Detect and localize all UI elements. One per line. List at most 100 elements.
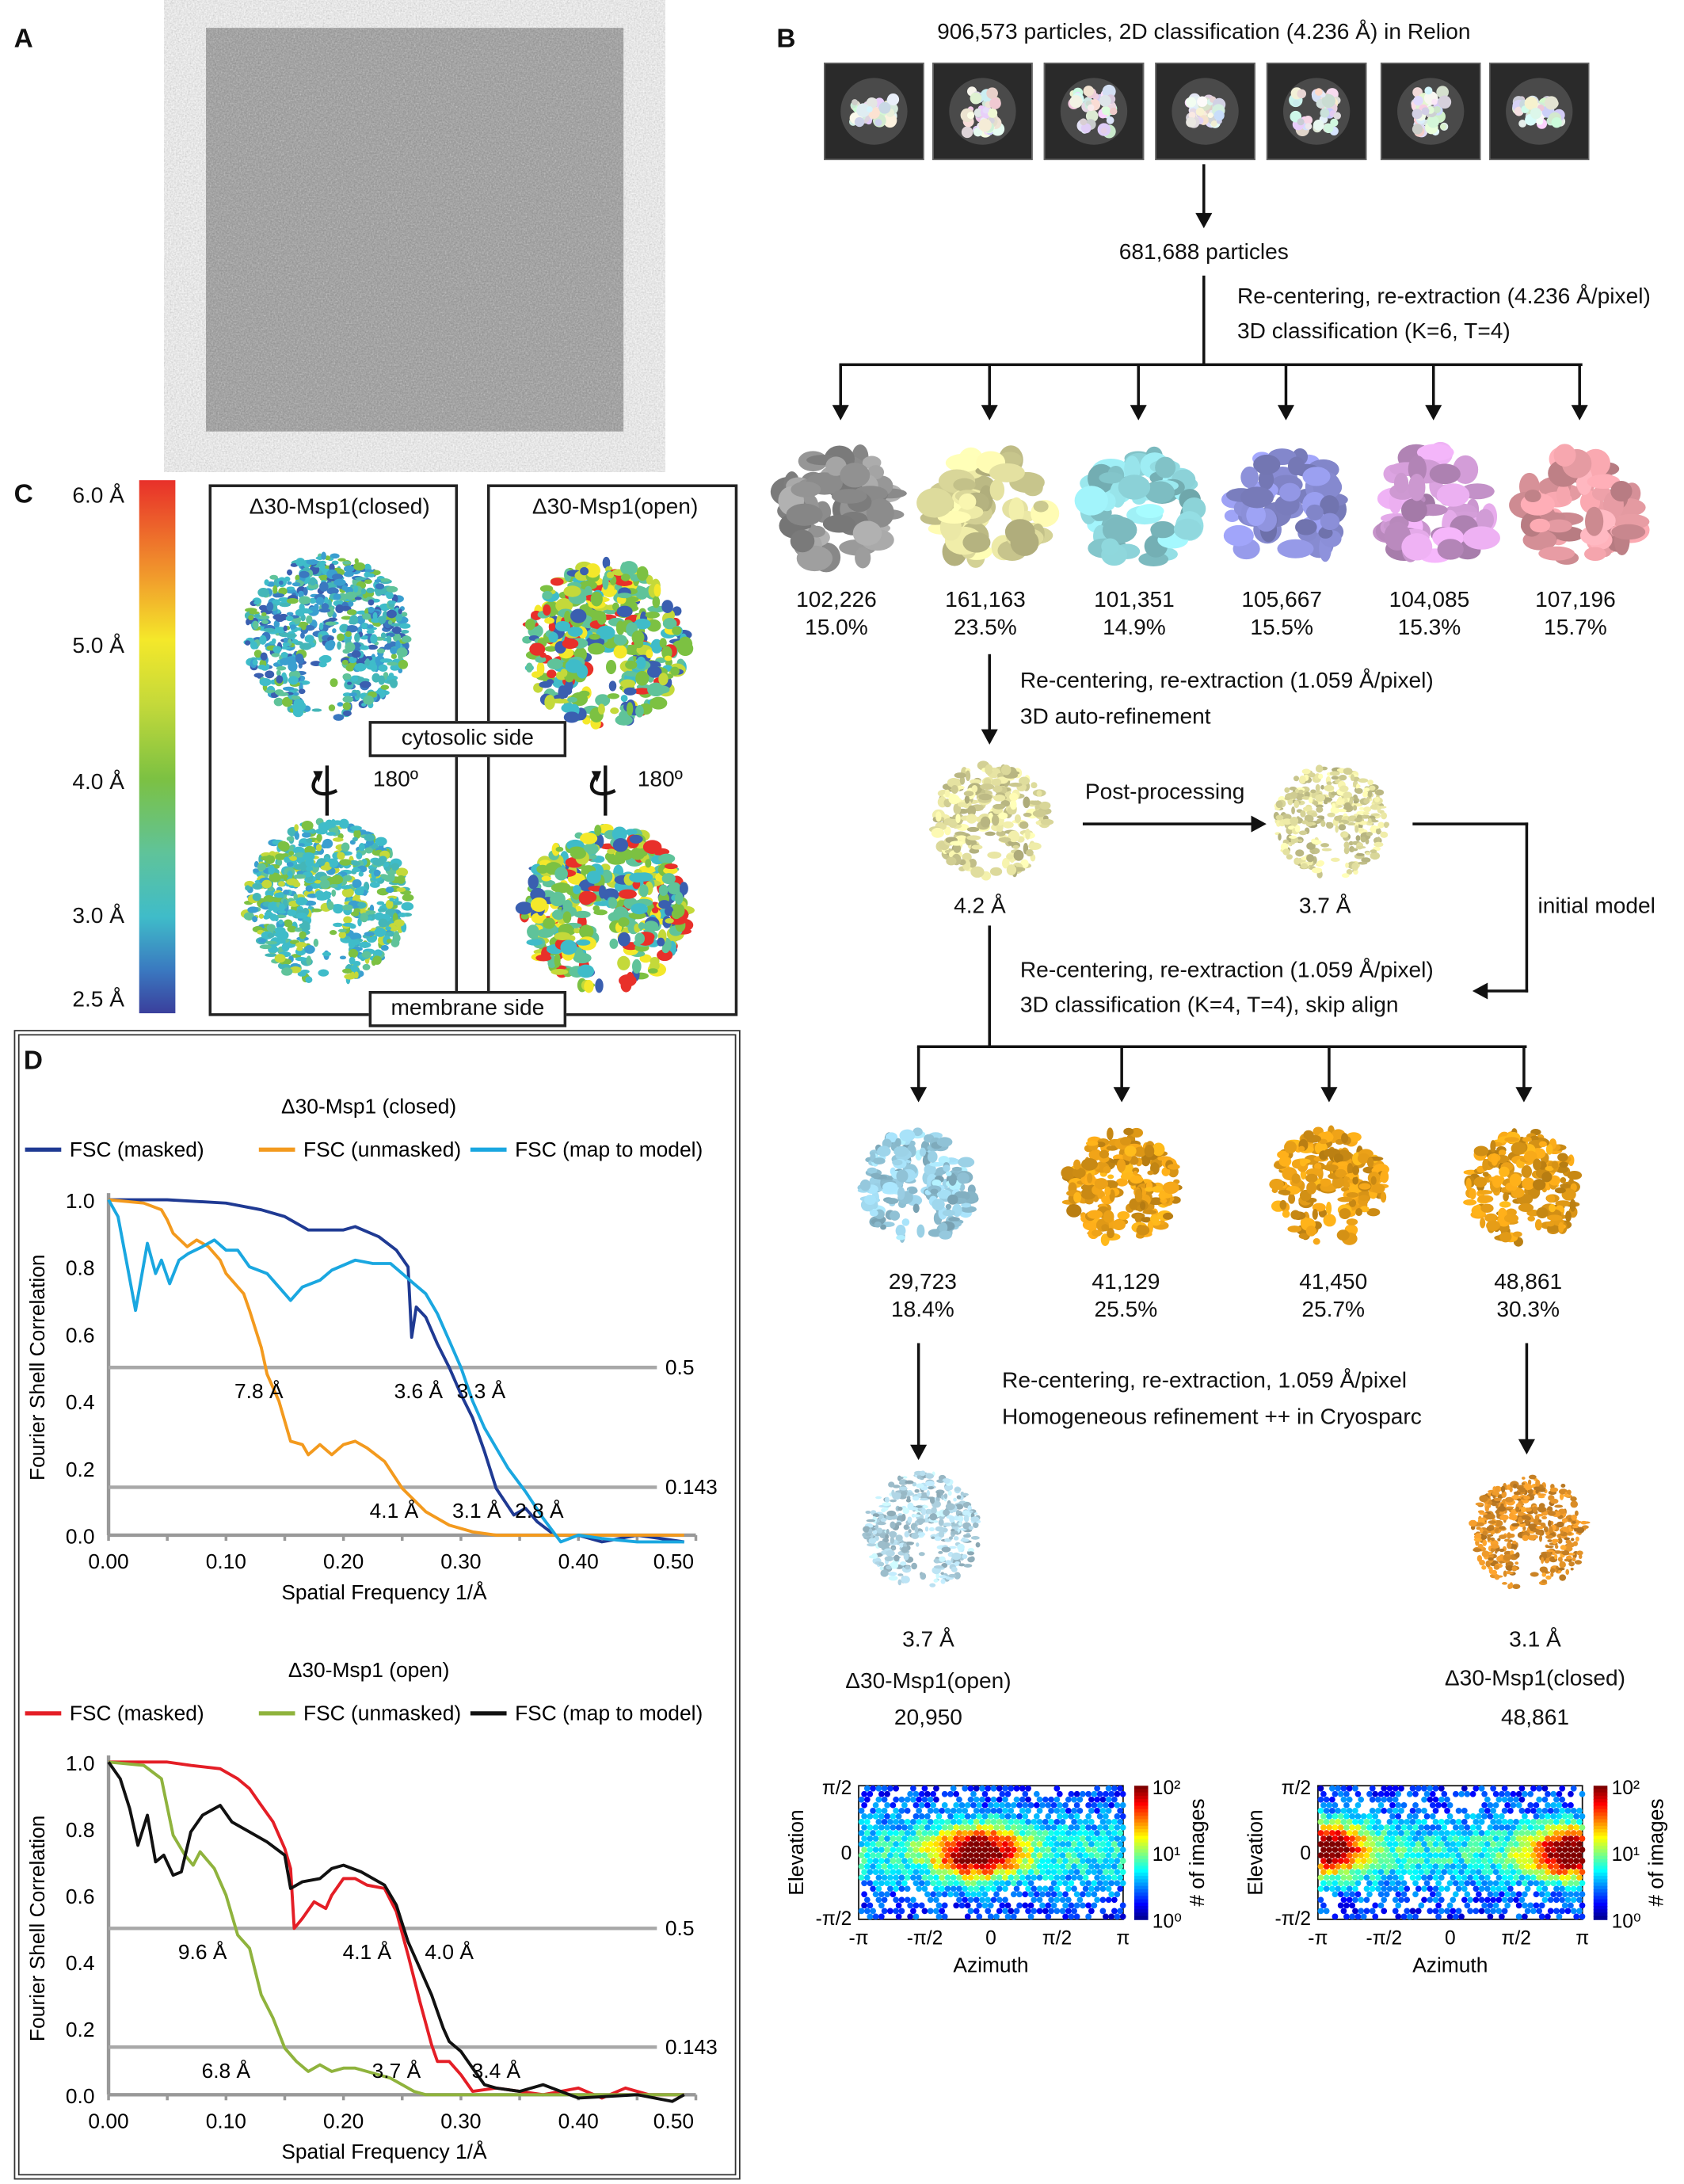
- density-blob: [368, 599, 375, 606]
- density-blob: [1354, 818, 1362, 823]
- density-blob: [1001, 857, 1010, 869]
- density-blob: [257, 863, 266, 871]
- density-blob: [1560, 1545, 1567, 1550]
- density-blob: [343, 571, 354, 577]
- density-blob: [867, 1542, 877, 1547]
- density-blob: [274, 954, 286, 963]
- density-blob: [1302, 467, 1331, 486]
- density-blob: [389, 678, 398, 688]
- density-blob: [875, 1496, 882, 1500]
- density-blob: [339, 818, 349, 829]
- density-blob: [897, 1187, 905, 1200]
- density-blob: [1559, 1561, 1566, 1568]
- density-blob: [1369, 785, 1376, 791]
- density-blob: [1522, 1534, 1529, 1542]
- density-blob: [1541, 1572, 1547, 1577]
- density-blob: [372, 955, 382, 965]
- legend-label: FSC (map to model): [515, 1138, 703, 1161]
- local-resolution-map-closed-membrane: [240, 818, 414, 985]
- class-2d-average: [1380, 63, 1481, 161]
- density-blob: [884, 1496, 890, 1503]
- density-blob: [303, 917, 310, 921]
- density-blob: [344, 974, 356, 980]
- density-blob: [358, 843, 365, 852]
- density-blob: [1297, 839, 1303, 843]
- density-blob: [1482, 1530, 1488, 1536]
- density-blob: [570, 692, 589, 707]
- density-blob: [1481, 1565, 1487, 1570]
- density-blob: [1553, 1550, 1562, 1554]
- density-blob: [1329, 771, 1340, 776]
- density-blob: [367, 624, 374, 629]
- density-blob: [324, 861, 330, 871]
- y-tick-label: 0.8: [66, 1256, 95, 1280]
- particle-blob: [878, 101, 891, 114]
- density-blob: [551, 909, 566, 920]
- density-blob: [319, 562, 326, 572]
- particle-blob: [1100, 128, 1107, 134]
- density-blob: [1002, 821, 1014, 829]
- resolution-annotation: 3.3 Å: [457, 1379, 506, 1403]
- density-blob: [321, 603, 330, 610]
- x-tick-label: 0.00: [88, 1549, 128, 1573]
- density-blob: [326, 587, 339, 595]
- density-blob: [1341, 873, 1350, 879]
- class-particle-count: 41,450: [1299, 1271, 1368, 1295]
- density-blob: [1535, 1488, 1539, 1494]
- density-blob: [260, 652, 268, 661]
- density-blob: [872, 1513, 880, 1518]
- density-blob: [1499, 1534, 1507, 1539]
- density-blob: [1500, 1485, 1506, 1493]
- particle-blob: [1197, 96, 1208, 107]
- density-blob: [398, 912, 407, 917]
- density-blob: [306, 955, 312, 966]
- density-blob: [386, 585, 398, 593]
- density-blob: [1279, 482, 1301, 502]
- density-blob: [366, 629, 375, 634]
- density-blob: [1343, 846, 1350, 855]
- density-blob: [916, 488, 954, 518]
- density-blob: [564, 610, 571, 623]
- density-blob: [1342, 1176, 1351, 1189]
- density-blob: [295, 913, 307, 919]
- density-blob: [1557, 1567, 1565, 1571]
- density-blob: [1013, 849, 1024, 861]
- density-blob: [550, 577, 564, 586]
- density-blob: [563, 711, 580, 723]
- density-blob: [1150, 520, 1175, 539]
- density-blob: [322, 838, 333, 848]
- density-blob: [265, 953, 277, 958]
- density-blob: [1008, 497, 1025, 524]
- density-blob: [1295, 849, 1305, 857]
- density-blob: [991, 778, 1002, 787]
- density-blob: [1576, 1550, 1583, 1556]
- density-blob: [337, 702, 344, 707]
- density-blob: [1537, 1505, 1546, 1513]
- density-blob: [388, 673, 394, 678]
- density-blob: [921, 1507, 927, 1515]
- density-blob: [1563, 1494, 1572, 1497]
- density-blob: [882, 1502, 892, 1507]
- density-blob: [1308, 796, 1313, 804]
- density-blob: [1511, 1495, 1520, 1500]
- density-blob: [1320, 1178, 1332, 1187]
- density-blob: [565, 659, 583, 673]
- density-blob: [1487, 1534, 1491, 1542]
- density-blob: [1331, 857, 1340, 862]
- density-blob: [610, 707, 619, 715]
- density-blob: [257, 587, 269, 597]
- density-blob: [387, 600, 397, 604]
- density-blob: [1408, 474, 1426, 501]
- density-blob: [573, 928, 581, 934]
- density-blob: [930, 1188, 939, 1195]
- particle-blob: [1544, 96, 1559, 110]
- density-blob: [1570, 1500, 1579, 1508]
- y-tick-label: 0.2: [66, 1458, 95, 1481]
- density-blob: [572, 885, 581, 894]
- density-blob: [369, 882, 380, 888]
- density-blob: [1106, 1145, 1118, 1151]
- density-blob: [1301, 863, 1309, 869]
- density-blob: [1354, 825, 1359, 833]
- density-blob: [349, 692, 357, 697]
- density-blob: [595, 978, 604, 993]
